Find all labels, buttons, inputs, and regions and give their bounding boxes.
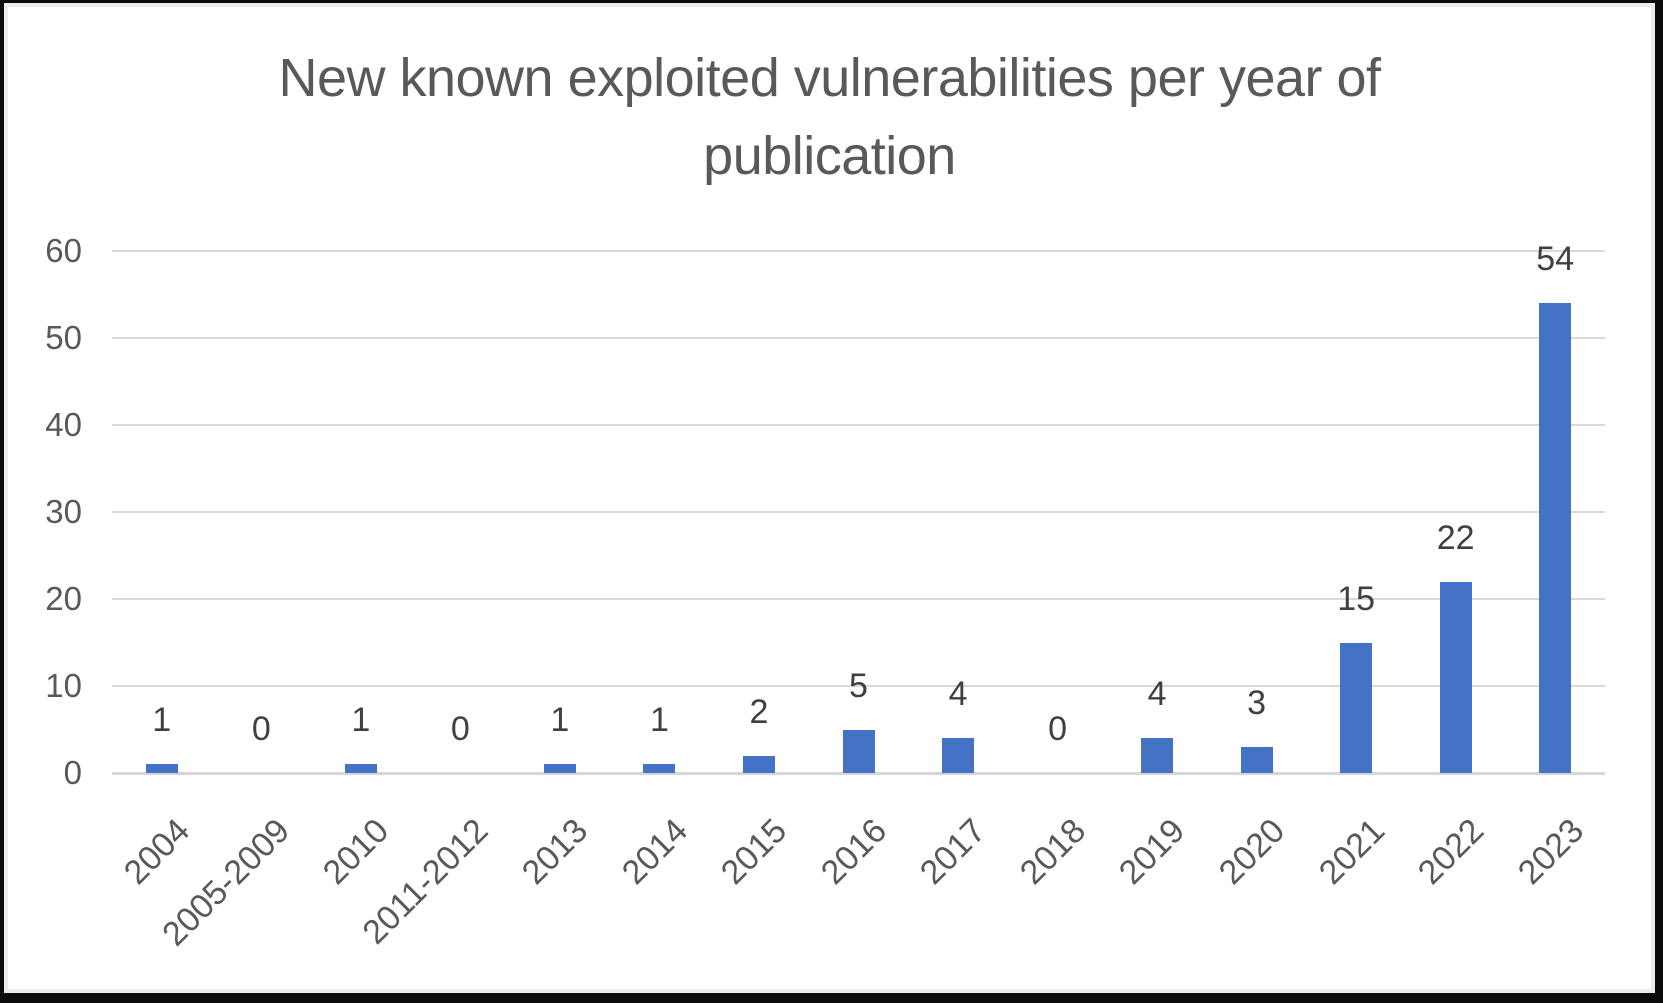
data-label-2005-2009: 0 [251, 710, 271, 748]
chart-title: New known exploited vulnerabilities per … [4, 39, 1655, 195]
bar-2019 [1141, 738, 1174, 773]
bar-2023 [1539, 303, 1572, 773]
gridline-60 [112, 250, 1605, 252]
bar-chart: New known exploited vulnerabilities per … [4, 3, 1655, 993]
data-label-2019: 4 [1147, 675, 1167, 714]
data-label-2021: 15 [1337, 579, 1376, 618]
x-tick-2019: 2019 [1112, 811, 1193, 892]
x-axis-line [112, 772, 1605, 775]
bar-2015 [742, 755, 775, 773]
x-tick-2004: 2004 [116, 811, 198, 892]
bar-2004 [145, 764, 178, 773]
data-label-2017: 4 [948, 675, 968, 714]
y-tick-40: 40 [45, 406, 82, 443]
chart-title-line1: New known exploited vulnerabilities per … [278, 48, 1381, 108]
data-label-2018: 0 [1048, 710, 1068, 748]
gridline-20 [112, 598, 1605, 600]
bar-2016 [842, 729, 875, 773]
gridline-30 [112, 511, 1605, 513]
gridline-40 [112, 424, 1605, 426]
y-tick-30: 30 [45, 493, 82, 530]
data-label-2010: 1 [351, 701, 371, 740]
bar-2021 [1340, 642, 1373, 773]
y-tick-0: 0 [63, 754, 82, 791]
bar-2020 [1240, 746, 1273, 773]
x-tick-2015: 2015 [714, 811, 795, 892]
x-tick-2018: 2018 [1012, 811, 1094, 892]
x-tick-2023: 2023 [1510, 811, 1591, 892]
data-label-2016: 5 [849, 666, 868, 705]
data-label-2022: 22 [1436, 518, 1475, 557]
chart-title-line2: publication [703, 126, 956, 186]
x-tick-2022: 2022 [1410, 811, 1492, 892]
data-label-2014: 1 [649, 701, 669, 740]
bar-2013 [543, 764, 576, 773]
y-tick-50: 50 [45, 319, 82, 356]
x-tick-2021: 2021 [1311, 811, 1392, 892]
bar-2010 [344, 764, 377, 773]
data-label-2015: 2 [749, 692, 769, 731]
x-tick-2010: 2010 [315, 811, 397, 892]
data-label-2013: 1 [550, 701, 570, 740]
y-tick-10: 10 [45, 667, 82, 704]
x-tick-2020: 2020 [1211, 811, 1293, 892]
data-label-2023: 54 [1536, 240, 1575, 279]
x-tick-2016: 2016 [813, 811, 894, 892]
data-label-2011-2012: 0 [450, 710, 470, 748]
gridline-50 [112, 337, 1605, 339]
x-tick-2017: 2017 [913, 811, 994, 892]
x-tick-2014: 2014 [614, 811, 695, 892]
x-tick-2013: 2013 [515, 811, 596, 892]
y-tick-60: 60 [45, 232, 82, 269]
bar-2022 [1439, 581, 1472, 773]
gridline-10 [112, 685, 1605, 687]
data-label-2004: 1 [152, 701, 172, 740]
y-tick-20: 20 [45, 580, 82, 617]
bar-2014 [643, 764, 676, 773]
bar-2017 [942, 738, 975, 773]
data-label-2020: 3 [1247, 683, 1267, 722]
